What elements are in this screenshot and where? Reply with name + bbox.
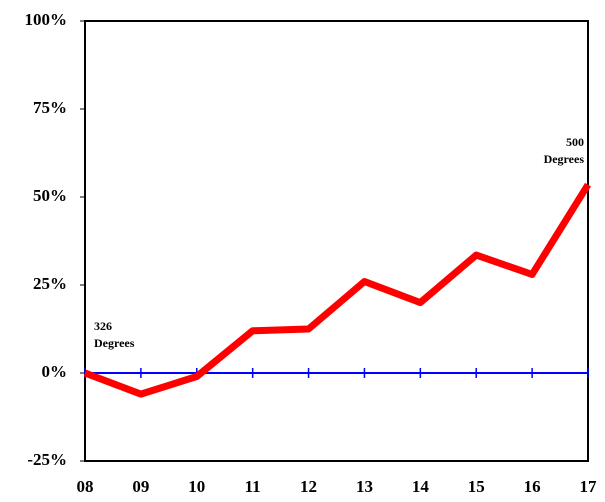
y-tick-label: 0%: [42, 362, 68, 381]
x-tick-label: 12: [300, 477, 317, 496]
x-tick-label: 15: [468, 477, 485, 496]
annotation: 500: [566, 135, 584, 149]
x-tick-label: 13: [356, 477, 373, 496]
y-tick-label: -25%: [27, 450, 67, 469]
x-tick-label: 09: [132, 477, 149, 496]
y-tick-label: 25%: [33, 274, 67, 293]
annotation: Degrees: [544, 152, 585, 166]
plot-area: [84, 20, 589, 462]
x-tick-label: 17: [580, 477, 598, 496]
y-tick-label: 50%: [33, 186, 67, 205]
x-tick-label: 08: [77, 477, 94, 496]
x-tick-label: 10: [188, 477, 205, 496]
x-tick-label: 14: [412, 477, 430, 496]
data-line: [83, 182, 591, 398]
y-tick-label: 100%: [25, 10, 68, 29]
annotation: 326: [94, 319, 112, 333]
x-tick-label: 16: [524, 477, 541, 496]
annotation: Degrees: [94, 336, 135, 350]
x-tick-label: 11: [245, 477, 261, 496]
y-tick-label: 75%: [33, 98, 67, 117]
